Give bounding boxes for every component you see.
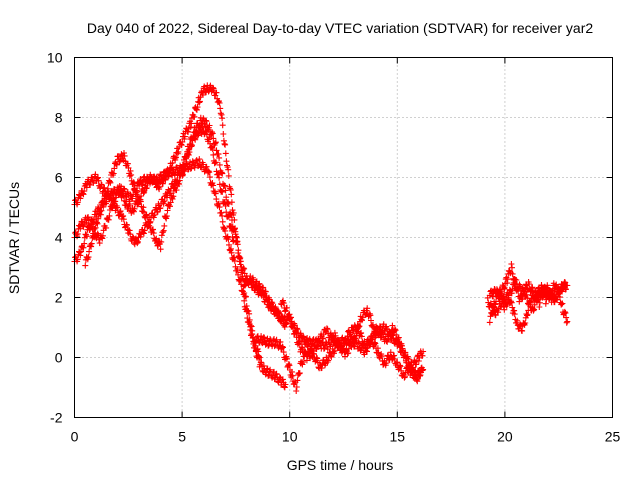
x-tick-label: 15	[390, 429, 406, 445]
y-tick-label: 6	[55, 170, 63, 186]
plus-markers	[486, 276, 571, 305]
x-tick-label: 0	[71, 429, 79, 445]
x-tick-label: 10	[282, 429, 298, 445]
series-track-7	[278, 297, 424, 385]
plus-markers	[278, 297, 424, 385]
y-tick-label: -2	[50, 410, 63, 426]
y-tick-label: 0	[55, 350, 63, 366]
axis-ticks	[74, 57, 613, 418]
y-tick-label: 8	[55, 110, 63, 126]
series-track-4	[82, 124, 237, 269]
y-tick-label: 10	[47, 50, 63, 66]
x-tick-label: 5	[178, 429, 186, 445]
x-tick-label: 20	[497, 429, 513, 445]
plus-markers	[241, 273, 427, 374]
series-track-10	[486, 276, 571, 305]
y-tick-label: 4	[55, 230, 63, 246]
chart-title: Day 040 of 2022, Sidereal Day-to-day VTE…	[87, 20, 593, 36]
x-tick-label: 25	[605, 429, 621, 445]
data-points	[71, 82, 571, 394]
y-tick-label: 2	[55, 290, 63, 306]
plus-markers	[71, 82, 263, 361]
x-tick-labels: 0 5 10 15 20 25	[71, 429, 621, 445]
y-axis-label: SDTVAR / TECUs	[6, 182, 22, 294]
x-axis-label: GPS time / hours	[287, 457, 394, 473]
y-tick-labels: -2 0 2 4 6 8 10	[47, 50, 63, 426]
series-track-5	[241, 273, 427, 374]
series-track-3	[71, 82, 263, 361]
plus-markers	[82, 124, 237, 269]
